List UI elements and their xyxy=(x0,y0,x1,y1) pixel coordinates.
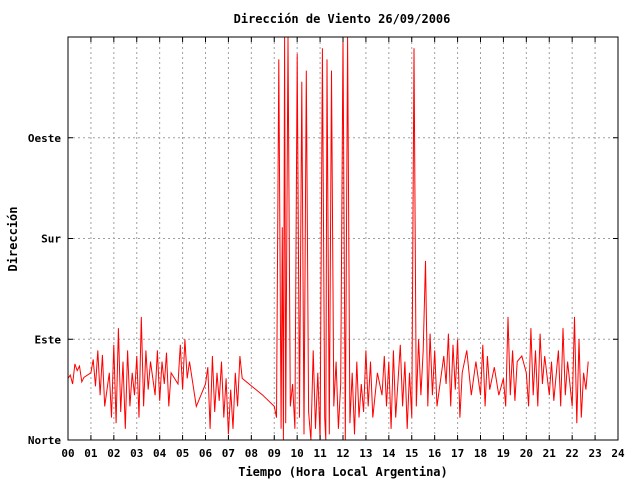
x-tick-label: 08 xyxy=(245,447,258,460)
x-tick-label: 16 xyxy=(428,447,442,460)
axes: 00 01 02 03 04 05 06 07 08 09 10 11 12 13 14 15 16 17 18 19… xyxy=(28,37,625,460)
x-tick-label: 21 xyxy=(543,447,557,460)
chart-title: Dirección de Viento 26/09/2006 xyxy=(234,12,451,26)
x-tick-label: 12 xyxy=(336,447,349,460)
x-tick-label: 05 xyxy=(176,447,189,460)
wind-direction-series-line xyxy=(67,36,589,441)
x-axis-label: Tiempo (Hora Local Argentina) xyxy=(238,465,448,479)
x-tick-label: 07 xyxy=(222,447,235,460)
x-tick-label: 02 xyxy=(107,447,120,460)
y-tick-label: Oeste xyxy=(28,132,61,145)
y-axis-label: Dirección xyxy=(6,206,20,271)
y-tick-label: Sur xyxy=(41,233,61,246)
x-tick-label: 22 xyxy=(566,447,579,460)
x-tick-label: 10 xyxy=(291,447,304,460)
x-tick-label: 13 xyxy=(359,447,372,460)
x-tick-label: 24 xyxy=(611,447,625,460)
x-tick-label: 14 xyxy=(382,447,396,460)
x-tick-label: 15 xyxy=(405,447,418,460)
x-tick-label: 01 xyxy=(84,447,98,460)
x-tick-label: 23 xyxy=(588,447,601,460)
x-tick-label: 20 xyxy=(520,447,533,460)
y-tick-label: Norte xyxy=(28,434,61,447)
x-tick-label: 11 xyxy=(313,447,327,460)
x-tick-label: 03 xyxy=(130,447,143,460)
y-tick-label: Este xyxy=(35,333,62,346)
x-tick-label: 06 xyxy=(199,447,213,460)
plot-area xyxy=(67,36,589,441)
x-tick-label: 18 xyxy=(474,447,487,460)
x-tick-label: 09 xyxy=(268,447,281,460)
x-tick-label: 00 xyxy=(61,447,74,460)
x-tick-label: 19 xyxy=(497,447,510,460)
x-tick-label: 04 xyxy=(153,447,167,460)
x-tick-label: 17 xyxy=(451,447,464,460)
grid xyxy=(68,37,618,440)
